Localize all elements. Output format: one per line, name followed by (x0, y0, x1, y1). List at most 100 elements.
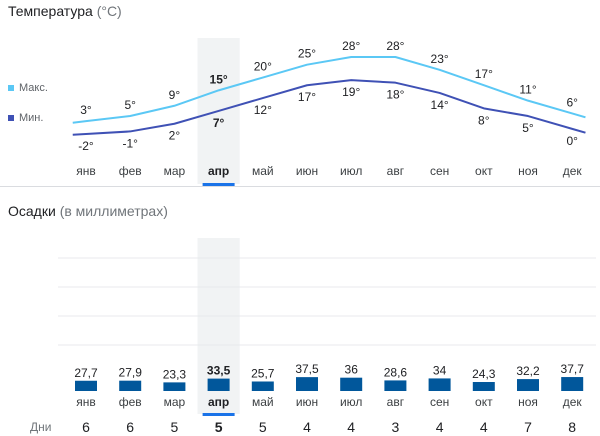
min-temp-label-3: 7° (213, 116, 225, 130)
section-divider (0, 186, 600, 187)
min-temp-label-2: 2° (169, 129, 181, 143)
precip-month-label-11: дек (563, 395, 583, 409)
min-temp-label-9: 8° (478, 113, 490, 127)
temp-month-label-2: мар (164, 164, 186, 178)
temperature-title: Температура (°C) (8, 3, 122, 19)
selected-month-underline-temp (202, 183, 235, 186)
precip-days-4: 5 (259, 419, 267, 435)
precip-value-10: 32,2 (516, 364, 540, 378)
precip-month-label-2: мар (164, 395, 186, 409)
precipitation-unit: (в миллиметрах) (59, 203, 168, 219)
precip-bar-4 (251, 381, 274, 391)
precip-value-6: 36 (345, 363, 359, 377)
temp-month-label-1: фев (119, 164, 142, 178)
precip-value-11: 37,7 (561, 362, 585, 376)
precip-days-3: 5 (215, 419, 223, 435)
max-temp-label-2: 9° (169, 88, 181, 102)
min-temp-label-0: -2° (78, 139, 94, 153)
min-temperature-line (72, 79, 586, 136)
precip-days-8: 4 (436, 419, 444, 435)
temp-month-label-8: сен (430, 164, 449, 178)
min-temp-label-1: -1° (122, 136, 138, 150)
min-temp-label-5: 17° (298, 90, 316, 104)
precip-days-2: 5 (171, 419, 179, 435)
max-temperature-line (72, 56, 586, 124)
precip-value-0: 27,7 (74, 366, 98, 380)
max-temp-label-7: 28° (386, 39, 404, 53)
precip-month-label-7: авг (387, 395, 405, 409)
precip-bar-3 (207, 378, 230, 391)
precip-month-label-8: сен (430, 395, 449, 409)
precip-days-7: 3 (392, 419, 400, 435)
temp-month-label-5: июн (296, 164, 318, 178)
max-temp-label-3: 15° (210, 72, 228, 86)
precip-bar-2 (163, 382, 186, 391)
precip-month-label-6: июл (340, 395, 362, 409)
precip-value-7: 28,6 (384, 365, 408, 379)
max-temp-label-10: 11° (519, 83, 536, 97)
temp-month-label-11: дек (563, 164, 583, 178)
days-label: Дни (30, 420, 51, 434)
max-temp-label-11: 6° (566, 95, 578, 109)
precip-days-10: 7 (524, 419, 532, 435)
max-temp-label-0: 3° (80, 103, 92, 117)
legend-swatch-0 (8, 85, 14, 91)
precip-value-4: 25,7 (251, 366, 275, 380)
temp-month-label-7: авг (387, 164, 405, 178)
precip-bar-9 (472, 382, 495, 391)
precip-value-9: 24,3 (472, 367, 496, 381)
precip-bar-10 (517, 379, 539, 391)
precip-bar-1 (119, 380, 142, 391)
temp-month-label-4: май (252, 164, 274, 178)
precip-value-2: 23,3 (163, 367, 187, 381)
precip-bar-0 (75, 380, 97, 391)
min-temp-label-10: 5° (522, 121, 534, 135)
precipitation-title: Осадки (в миллиметрах) (8, 203, 168, 219)
min-temp-label-6: 19° (342, 85, 360, 99)
max-temp-label-1: 5° (124, 98, 136, 112)
min-temp-label-11: 0° (566, 134, 578, 148)
max-temp-label-4: 20° (254, 60, 272, 74)
precip-days-6: 4 (347, 419, 355, 435)
precip-value-5: 37,5 (295, 362, 319, 376)
temp-month-label-9: окт (475, 164, 493, 178)
legend-swatch-1 (8, 115, 14, 121)
precip-month-label-1: фев (119, 395, 142, 409)
max-temp-label-6: 28° (342, 39, 360, 53)
temp-month-label-6: июл (340, 164, 362, 178)
precip-month-label-5: июн (296, 395, 318, 409)
precip-bar-5 (296, 377, 318, 391)
precip-month-label-9: окт (475, 395, 493, 409)
precip-bar-7 (384, 380, 407, 391)
precip-days-0: 6 (82, 419, 90, 435)
legend-label-0: Макс. (19, 82, 48, 94)
precip-days-9: 4 (480, 419, 488, 435)
precip-bar-6 (340, 377, 363, 391)
precipitation-title-text: Осадки (8, 203, 56, 219)
min-temp-label-7: 18° (386, 88, 404, 102)
precip-value-1: 27,9 (119, 366, 143, 380)
precip-month-label-4: май (252, 395, 274, 409)
precip-month-label-10: ноя (518, 395, 538, 409)
min-temp-label-4: 12° (254, 103, 272, 117)
selected-month-underline-precip (202, 413, 235, 416)
temp-month-label-10: ноя (518, 164, 538, 178)
temp-month-label-3: апр (208, 164, 229, 178)
precip-days-5: 4 (303, 419, 311, 435)
precip-days-11: 8 (568, 419, 576, 435)
legend-label-1: Мин. (19, 112, 43, 124)
precip-value-3: 33,5 (207, 364, 231, 378)
min-temp-label-8: 14° (431, 98, 449, 112)
max-temp-label-9: 17° (475, 67, 493, 81)
precip-month-label-3: апр (208, 395, 229, 409)
max-temp-label-5: 25° (298, 47, 316, 61)
max-temp-label-8: 23° (431, 52, 449, 66)
precip-bar-11 (561, 377, 584, 391)
temperature-title-text: Температура (8, 3, 93, 19)
temp-month-label-0: янв (76, 164, 96, 178)
precip-bar-8 (428, 378, 451, 391)
temperature-unit: (°C) (96, 3, 122, 19)
precip-month-label-0: янв (76, 395, 96, 409)
precip-value-8: 34 (433, 363, 447, 377)
